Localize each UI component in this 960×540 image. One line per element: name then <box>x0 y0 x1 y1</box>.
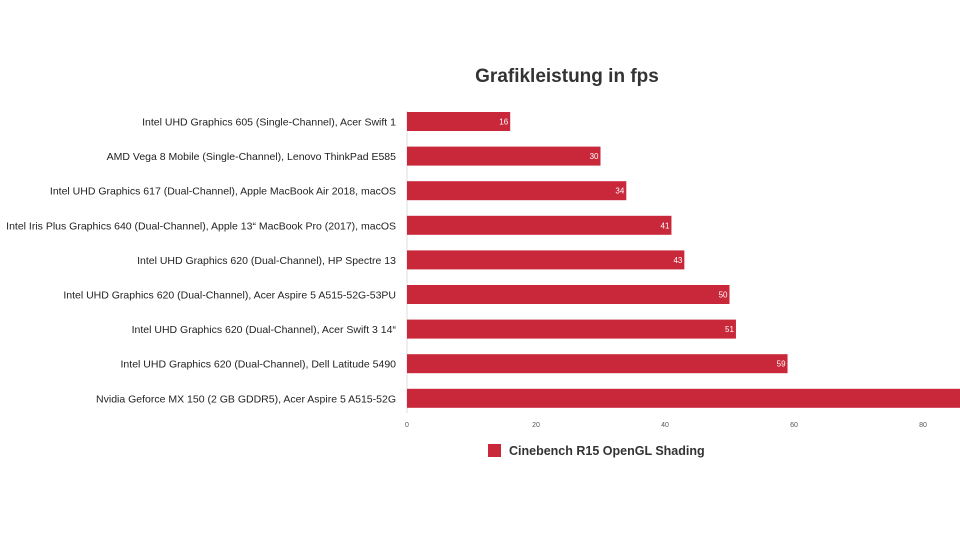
legend-swatch <box>488 444 501 457</box>
bars <box>407 112 960 408</box>
bar <box>407 146 601 166</box>
category-label: Intel UHD Graphics 620 (Dual-Channel), A… <box>132 324 397 336</box>
bar <box>407 181 627 201</box>
x-tick-label: 80 <box>919 422 927 429</box>
x-tick-label: 60 <box>790 422 798 429</box>
data-label: 50 <box>719 291 728 300</box>
chart-title: Grafikleistung in fps <box>475 66 659 87</box>
data-label: 51 <box>725 325 734 334</box>
category-label: Intel UHD Graphics 620 (Dual-Channel), D… <box>121 359 397 371</box>
bar <box>407 285 730 304</box>
bar <box>407 112 511 131</box>
category-label: AMD Vega 8 Mobile (Single-Channel), Leno… <box>107 151 396 163</box>
data-label: 16 <box>499 118 508 127</box>
category-label: Intel UHD Graphics 620 (Dual-Channel), H… <box>137 255 396 267</box>
category-labels: Intel UHD Graphics 605 (Single-Channel),… <box>6 117 396 406</box>
data-labels: 163034414350515988 <box>499 118 786 369</box>
data-label: 43 <box>673 256 682 265</box>
legend-label: Cinebench R15 OpenGL Shading <box>509 444 705 458</box>
x-tick-label: 20 <box>532 422 540 429</box>
data-label: 59 <box>777 360 786 369</box>
legend: Cinebench R15 OpenGL Shading <box>488 444 705 458</box>
category-label: Intel Iris Plus Graphics 640 (Dual-Chann… <box>6 220 396 232</box>
x-axis-ticks: 0 20 40 60 80 <box>405 422 927 429</box>
x-tick-label: 0 <box>405 422 409 429</box>
data-label: 41 <box>661 221 670 230</box>
data-label: 30 <box>590 152 599 161</box>
bar <box>407 354 788 374</box>
category-label: Intel UHD Graphics 617 (Dual-Channel), A… <box>50 186 396 198</box>
bar <box>407 215 672 235</box>
data-label: 34 <box>615 187 624 196</box>
x-tick-label: 40 <box>661 422 669 429</box>
bar <box>407 250 685 270</box>
category-label: Nvidia Geforce MX 150 (2 GB GDDR5), Acer… <box>96 393 396 405</box>
bar <box>407 388 960 408</box>
category-label: Intel UHD Graphics 605 (Single-Channel),… <box>142 117 396 129</box>
bar <box>407 319 736 339</box>
category-label: Intel UHD Graphics 620 (Dual-Channel), A… <box>63 290 396 302</box>
